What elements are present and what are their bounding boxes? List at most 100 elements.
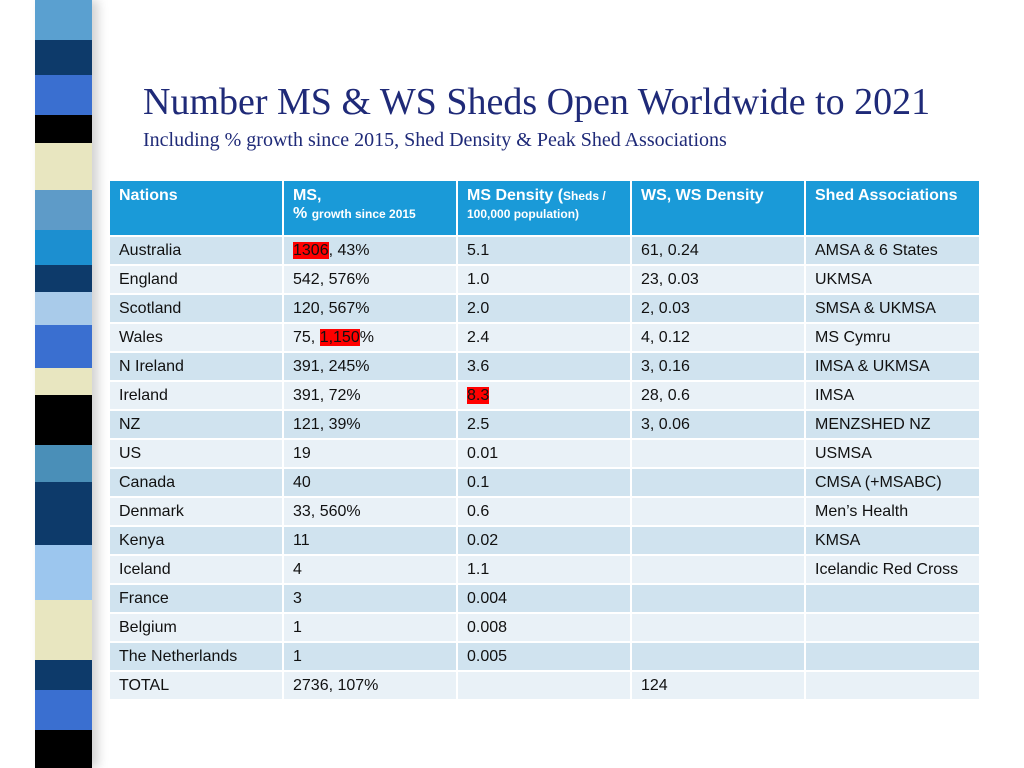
empty-cell — [456, 670, 632, 701]
table-cell: IMSA — [804, 380, 981, 411]
table-cell: 4 — [282, 554, 458, 585]
highlighted-text: 1,150 — [319, 328, 360, 346]
cell-text: 75, — [293, 328, 320, 346]
table-row: N Ireland 391, 245% 3.6 3, 0.16 IMSA & UKMSA — [108, 351, 981, 382]
table-cell: 2.5 — [456, 409, 632, 440]
table-cell: Icelandic Red Cross — [804, 554, 981, 585]
empty-cell — [630, 612, 806, 643]
table-cell: NZ — [108, 409, 284, 440]
table-cell: 23, 0.03 — [630, 264, 806, 295]
table-row: TOTAL 2736, 107% 124 — [108, 670, 981, 701]
table-cell: SMSA & UKMSA — [804, 293, 981, 324]
table-cell: MENZSHED NZ — [804, 409, 981, 440]
decorative-stripe — [35, 0, 92, 768]
table-cell: 124 — [630, 670, 806, 701]
header-text: MS, — [293, 187, 322, 204]
table-cell: Men’s Health — [804, 496, 981, 527]
table-cell: 0.02 — [456, 525, 632, 556]
table-cell: 0.1 — [456, 467, 632, 498]
table-cell: Canada — [108, 467, 284, 498]
table-cell: 121, 39% — [282, 409, 458, 440]
header-line: 100,000 population) — [467, 205, 621, 223]
slide-title: Number MS & WS Sheds Open Worldwide to 2… — [143, 81, 931, 123]
table-cell: 1 — [282, 612, 458, 643]
table-row: Wales 75, 1,150% 2.4 4, 0.12 MS Cymru — [108, 322, 981, 353]
table-cell: 1.1 — [456, 554, 632, 585]
table-cell: 28, 0.6 — [630, 380, 806, 411]
table-row: Scotland 120, 567% 2.0 2, 0.03 SMSA & UKMSA — [108, 293, 981, 324]
table-cell: 2736, 107% — [282, 670, 458, 701]
table-cell: CMSA (+MSABC) — [804, 467, 981, 498]
table-cell: 40 — [282, 467, 458, 498]
table-cell: 2.0 — [456, 293, 632, 324]
table-cell: 0.005 — [456, 641, 632, 672]
table-cell: 0.6 — [456, 496, 632, 527]
header-text: MS Density ( — [467, 187, 564, 204]
highlighted-text: 8.3 — [467, 386, 490, 404]
table-cell: England — [108, 264, 284, 295]
table-cell: UKMSA — [804, 264, 981, 295]
header-line: Nations — [119, 187, 273, 205]
empty-cell — [630, 554, 806, 585]
table-row: Ireland 391, 72% 8.3 28, 0.6 IMSA — [108, 380, 981, 411]
table-cell: 2.4 — [456, 322, 632, 353]
data-table: Nations MS,% growth since 2015 MS Density … — [108, 179, 981, 701]
table-cell: 2, 0.03 — [630, 293, 806, 324]
table-cell: Denmark — [108, 496, 284, 527]
table-cell: 0.01 — [456, 438, 632, 469]
table-cell: 391, 245% — [282, 351, 458, 382]
table-cell: 120, 567% — [282, 293, 458, 324]
header-line: % growth since 2015 — [293, 205, 447, 223]
table-cell: 391, 72% — [282, 380, 458, 411]
header-text: Sheds / — [563, 189, 606, 203]
table-row: The Netherlands 1 0.005 — [108, 641, 981, 672]
header-text: WS, WS Density — [641, 187, 764, 204]
empty-cell — [630, 438, 806, 469]
table-cell: 75, 1,150% — [282, 322, 458, 353]
slide-subtitle: Including % growth since 2015, Shed Dens… — [143, 129, 727, 151]
table-cell: TOTAL — [108, 670, 284, 701]
header-cell: WS, WS Density — [630, 179, 806, 237]
table-cell: 3 — [282, 583, 458, 614]
table-cell: 33, 560% — [282, 496, 458, 527]
table-cell: US — [108, 438, 284, 469]
header-text: 100,000 population) — [467, 207, 580, 221]
table-row: Iceland 4 1.1 Icelandic Red Cross — [108, 554, 981, 585]
cell-text: , 43% — [328, 241, 370, 259]
table-cell: MS Cymru — [804, 322, 981, 353]
table-cell: 1306, 43% — [282, 235, 458, 266]
header-text: Nations — [119, 187, 178, 204]
table-cell: France — [108, 583, 284, 614]
table-row: Australia 1306, 43% 5.1 61, 0.24 AMSA & 6 St… — [108, 235, 981, 266]
table-cell: 19 — [282, 438, 458, 469]
empty-cell — [630, 583, 806, 614]
table-cell: Ireland — [108, 380, 284, 411]
cell-text: % — [359, 328, 374, 346]
header-text: growth since 2015 — [311, 207, 416, 221]
table-row: US 19 0.01 USMSA — [108, 438, 981, 469]
table-cell: Australia — [108, 235, 284, 266]
table-cell: 61, 0.24 — [630, 235, 806, 266]
table-cell: 542, 576% — [282, 264, 458, 295]
table-cell: 11 — [282, 525, 458, 556]
table-cell: USMSA — [804, 438, 981, 469]
header-line: Shed Associations — [815, 187, 970, 205]
empty-cell — [630, 467, 806, 498]
empty-cell — [630, 525, 806, 556]
header-cell: MS,% growth since 2015 — [282, 179, 458, 237]
empty-cell — [804, 583, 981, 614]
header-cell: MS Density (Sheds / 100,000 population) — [456, 179, 632, 237]
table-cell: The Netherlands — [108, 641, 284, 672]
empty-cell — [630, 496, 806, 527]
table-row: Canada 40 0.1 CMSA (+MSABC) — [108, 467, 981, 498]
header-line: MS, — [293, 187, 447, 205]
table-cell: 3.6 — [456, 351, 632, 382]
table-cell: IMSA & UKMSA — [804, 351, 981, 382]
table-cell: Belgium — [108, 612, 284, 643]
header-text: Shed Associations — [815, 187, 958, 204]
table-cell: 1 — [282, 641, 458, 672]
header-line: WS, WS Density — [641, 187, 795, 205]
table-row: England 542, 576% 1.0 23, 0.03 UKMSA — [108, 264, 981, 295]
highlighted-text: 1306 — [293, 241, 329, 259]
